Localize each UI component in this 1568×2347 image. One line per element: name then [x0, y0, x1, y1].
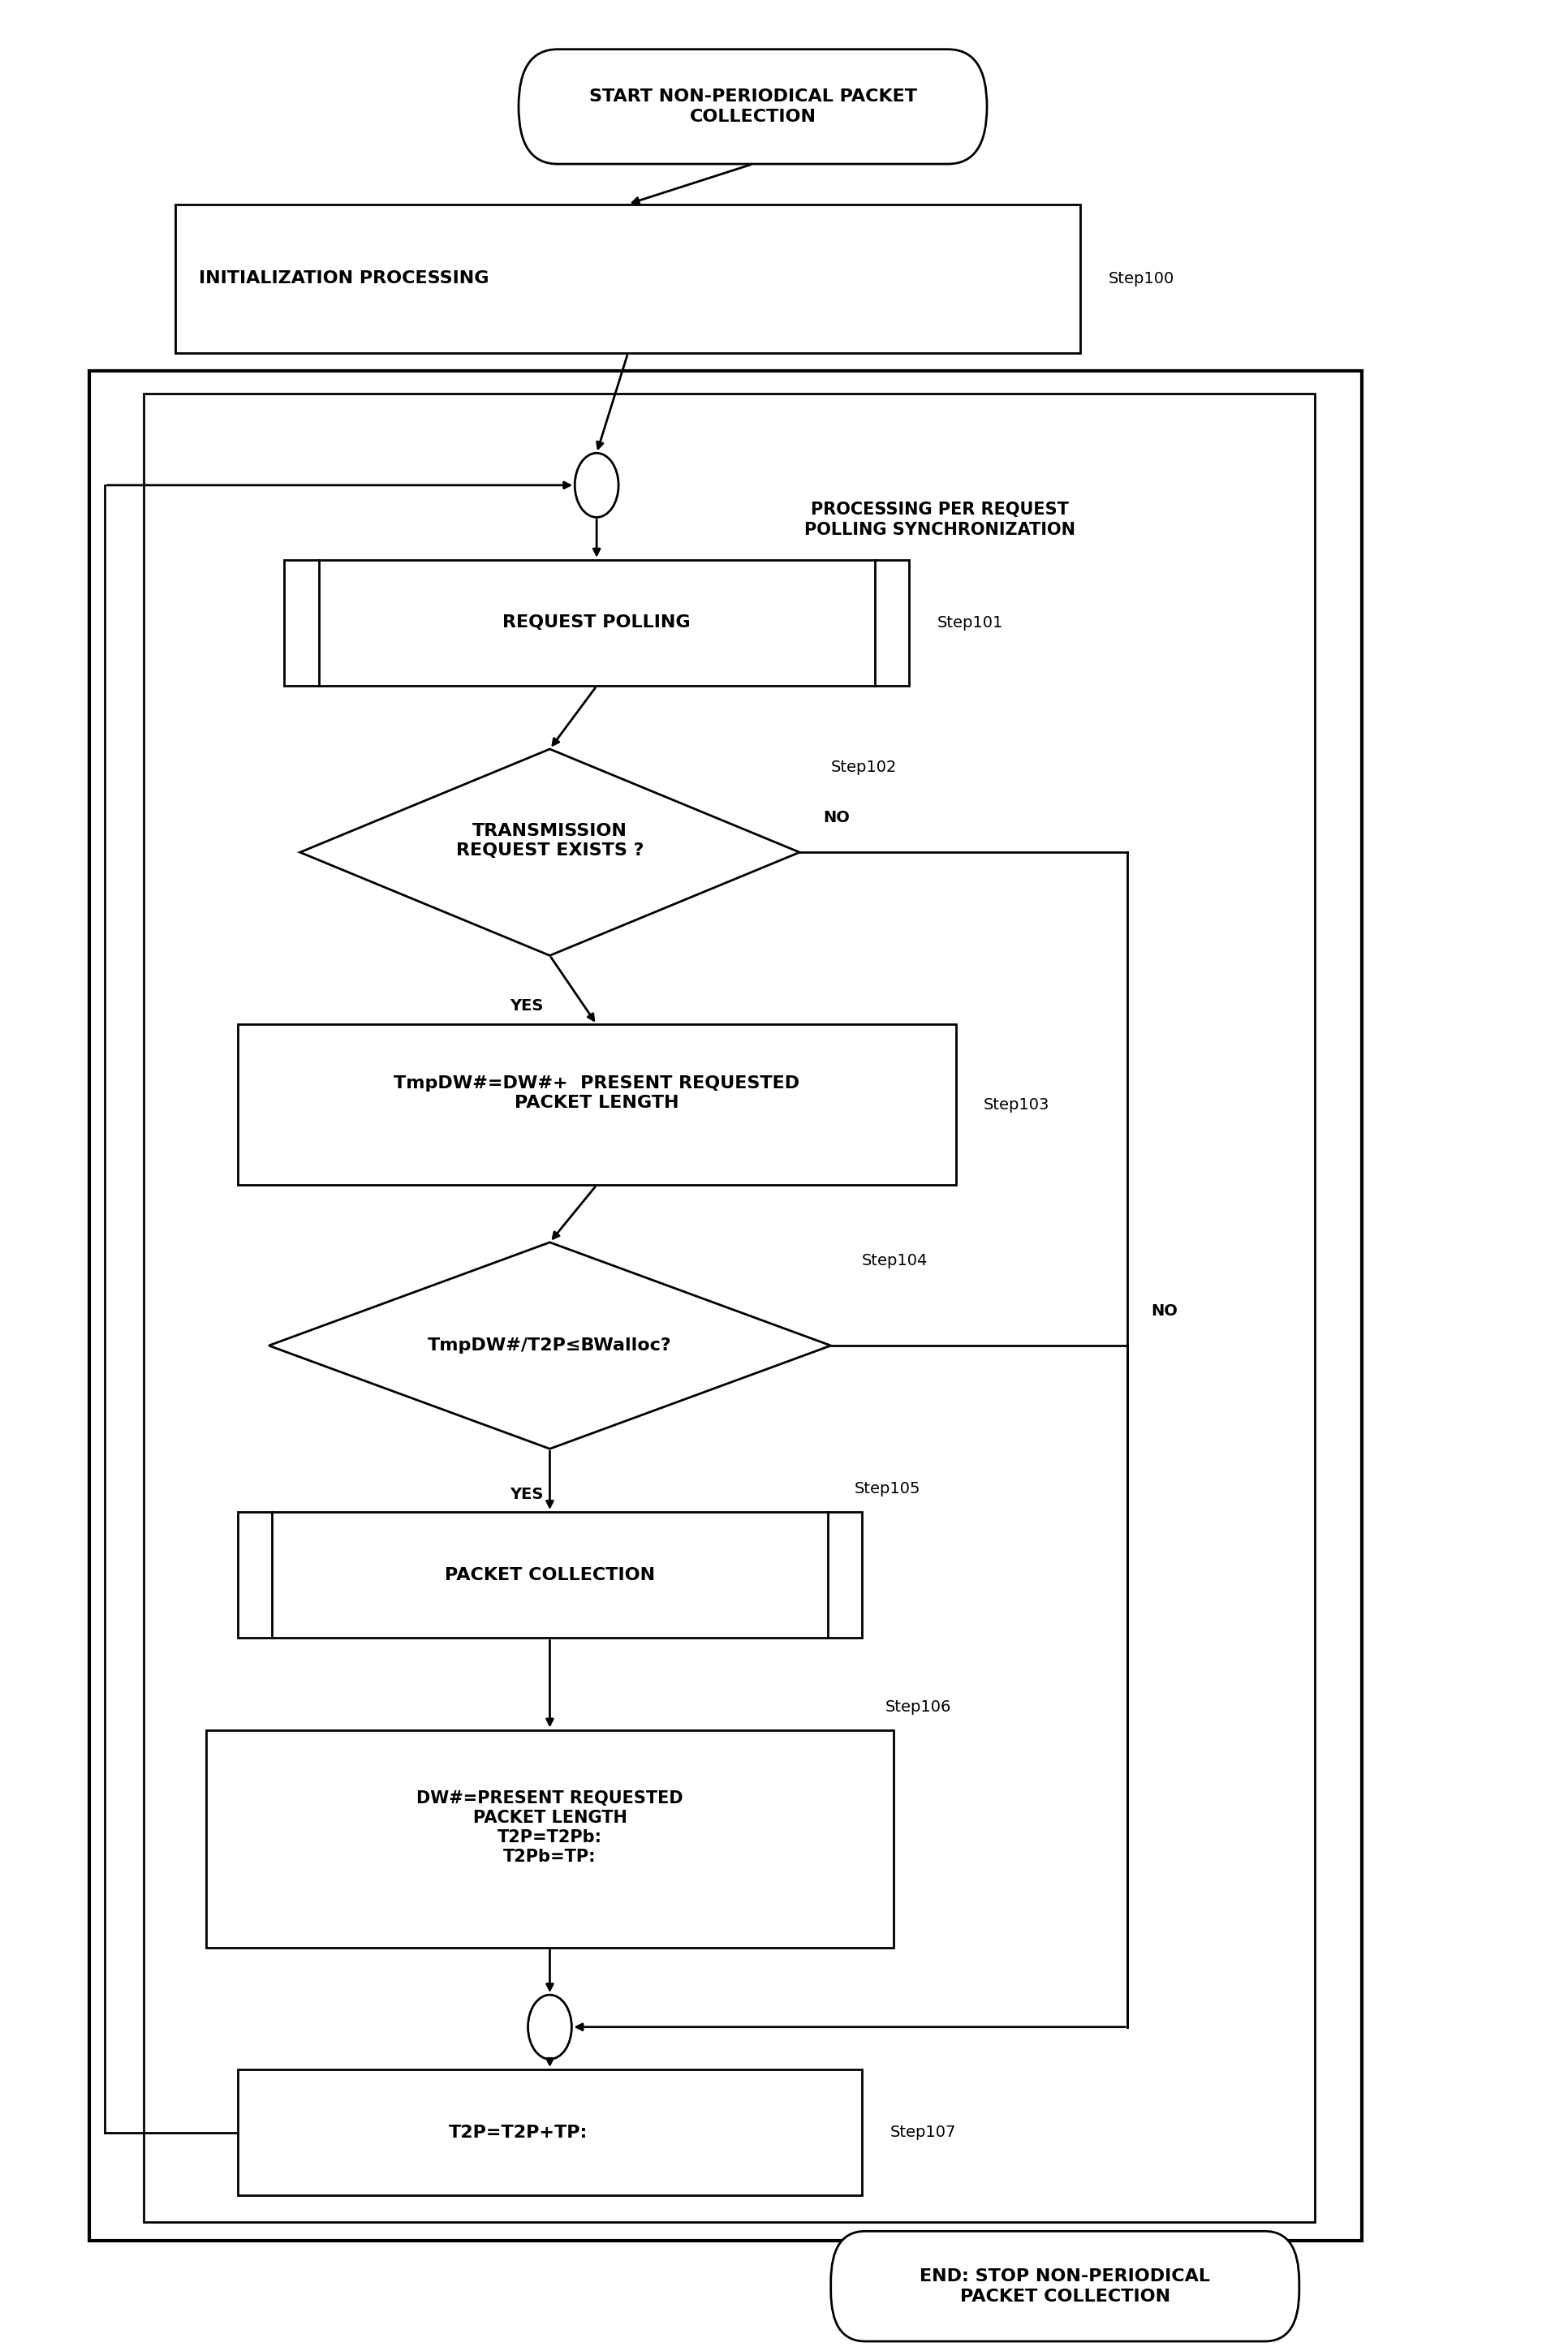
Text: T2P=T2P+TP:: T2P=T2P+TP: — [448, 2124, 588, 2140]
Text: Step106: Step106 — [886, 1699, 952, 1716]
Text: Step103: Step103 — [983, 1096, 1051, 1112]
Text: Step101: Step101 — [938, 615, 1004, 631]
FancyBboxPatch shape — [519, 49, 986, 164]
Text: Step105: Step105 — [855, 1481, 920, 1497]
Text: NO: NO — [823, 810, 850, 826]
Text: YES: YES — [510, 997, 543, 1014]
Text: TRANSMISSION
REQUEST EXISTS ?: TRANSMISSION REQUEST EXISTS ? — [456, 824, 644, 859]
Text: Step100: Step100 — [1109, 270, 1174, 286]
Text: PROCESSING PER REQUEST
POLLING SYNCHRONIZATION: PROCESSING PER REQUEST POLLING SYNCHRONI… — [804, 502, 1076, 537]
Text: TmpDW#/T2P≤BWalloc?: TmpDW#/T2P≤BWalloc? — [428, 1338, 671, 1354]
FancyBboxPatch shape — [831, 2232, 1300, 2342]
Text: REQUEST POLLING: REQUEST POLLING — [503, 615, 690, 631]
Text: Step107: Step107 — [891, 2124, 956, 2140]
Text: Step102: Step102 — [831, 760, 897, 775]
Bar — [238, 1511, 862, 1638]
Polygon shape — [268, 1242, 831, 1448]
Polygon shape — [299, 749, 800, 955]
Text: DW#=PRESENT REQUESTED
PACKET LENGTH
T2P=T2Pb:
T2Pb=TP:: DW#=PRESENT REQUESTED PACKET LENGTH T2P=… — [417, 1791, 684, 1866]
Bar — [284, 561, 909, 685]
Text: Step104: Step104 — [862, 1253, 928, 1267]
Text: TmpDW#=DW#+  PRESENT REQUESTED
PACKET LENGTH: TmpDW#=DW#+ PRESENT REQUESTED PACKET LEN… — [394, 1075, 800, 1112]
Bar — [144, 394, 1316, 2223]
Circle shape — [528, 1995, 572, 2058]
Bar — [176, 204, 1080, 354]
Bar — [238, 2070, 862, 2197]
Text: END: STOP NON-PERIODICAL
PACKET COLLECTION: END: STOP NON-PERIODICAL PACKET COLLECTI… — [920, 2267, 1210, 2305]
Text: INITIALIZATION PROCESSING: INITIALIZATION PROCESSING — [199, 270, 489, 286]
Circle shape — [575, 453, 618, 516]
Text: YES: YES — [510, 1488, 543, 1502]
Text: NO: NO — [1151, 1303, 1178, 1319]
Bar — [89, 371, 1361, 2241]
Bar — [238, 1023, 956, 1185]
Bar — [207, 1730, 894, 1948]
Text: PACKET COLLECTION: PACKET COLLECTION — [445, 1568, 655, 1584]
Text: START NON-PERIODICAL PACKET
COLLECTION: START NON-PERIODICAL PACKET COLLECTION — [590, 89, 917, 124]
